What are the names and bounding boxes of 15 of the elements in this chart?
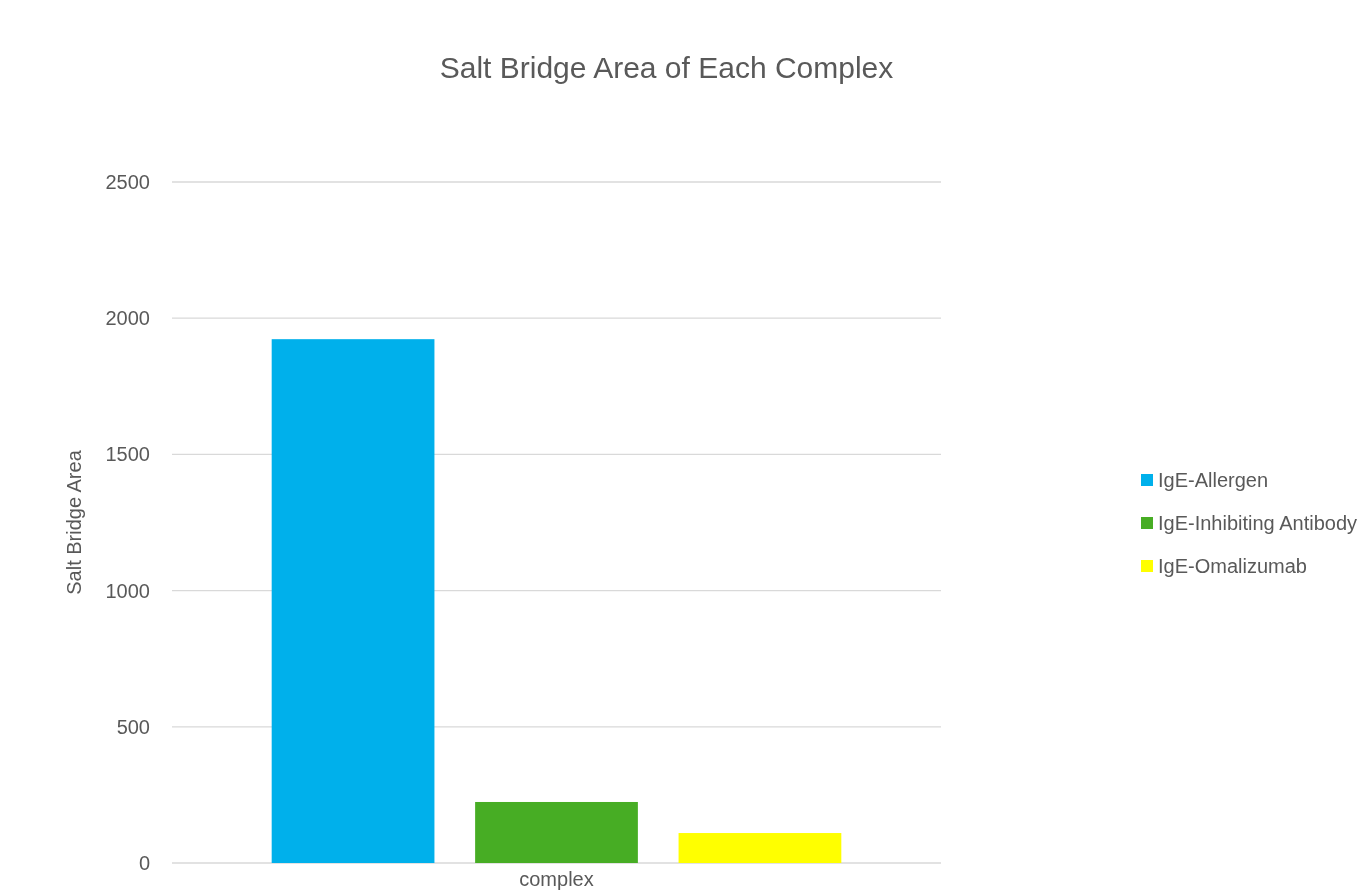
y-tick-label: 500	[116, 715, 150, 738]
y-tick-label: 2500	[105, 171, 150, 193]
bar	[475, 801, 638, 863]
legend-label: IgE-Allergen	[1158, 469, 1269, 491]
bar	[271, 339, 435, 863]
y-tick-label: 1500	[105, 443, 150, 466]
x-tick-label: complex	[519, 868, 594, 890]
bar	[678, 833, 842, 863]
y-axis-title: Salt Bridge Area	[63, 449, 85, 595]
legend-label: IgE-Inhibiting Antibody	[1158, 512, 1358, 534]
y-tick-label: 0	[138, 852, 150, 874]
legend-label: IgE-Omalizumab	[1158, 555, 1307, 577]
y-tick-label: 1000	[105, 579, 150, 602]
y-tick-label: 2000	[105, 307, 150, 330]
chart-title: Salt Bridge Area of Each Complex	[439, 51, 894, 84]
